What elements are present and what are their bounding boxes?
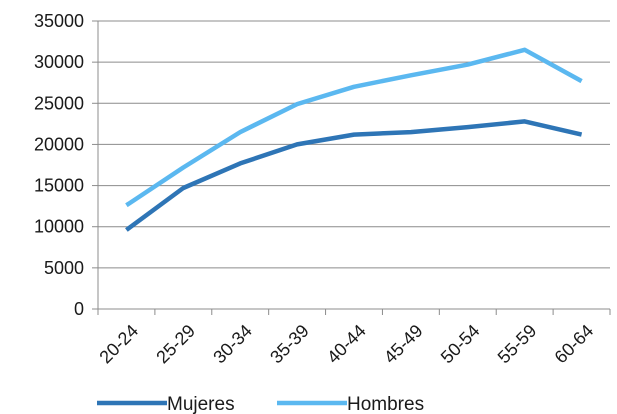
legend-label: Hombres [347, 394, 424, 414]
y-tick-label: 0 [74, 299, 84, 319]
legend-label: Mujeres [167, 394, 235, 414]
x-tick-label: 35-39 [266, 321, 313, 368]
x-tick-label: 45-49 [380, 321, 427, 368]
y-tick-label: 30000 [34, 52, 84, 72]
y-tick-labels: 0 5000 10000 15000 20000 25000 30000 35000 [34, 11, 84, 319]
x-tick-label: 25-29 [152, 321, 199, 368]
x-tick-label: 30-34 [209, 321, 256, 368]
y-tick-label: 35000 [34, 11, 84, 31]
series-lines [126, 50, 581, 230]
axes [92, 21, 610, 315]
legend-item-hombres: Hombres [277, 394, 424, 414]
y-tick-label: 10000 [34, 217, 84, 237]
y-tick-label: 20000 [34, 134, 84, 154]
x-tick-label: 50-54 [437, 321, 484, 368]
x-tick-labels: 20-24 25-29 30-34 35-39 40-44 45-49 50-54 55-59… [95, 321, 597, 368]
legend-item-mujeres: Mujeres [97, 394, 235, 414]
x-tick-label: 20-24 [95, 321, 142, 368]
y-tick-label: 25000 [34, 93, 84, 113]
gridlines [98, 21, 610, 268]
x-tick-label: 55-59 [494, 321, 541, 368]
y-tick-label: 15000 [34, 176, 84, 196]
x-tick-label: 60-64 [551, 321, 598, 368]
x-tick-label: 40-44 [323, 321, 370, 368]
legend: Mujeres Hombres [97, 394, 424, 414]
y-tick-label: 5000 [44, 258, 84, 278]
series-line-mujeres [126, 121, 581, 230]
